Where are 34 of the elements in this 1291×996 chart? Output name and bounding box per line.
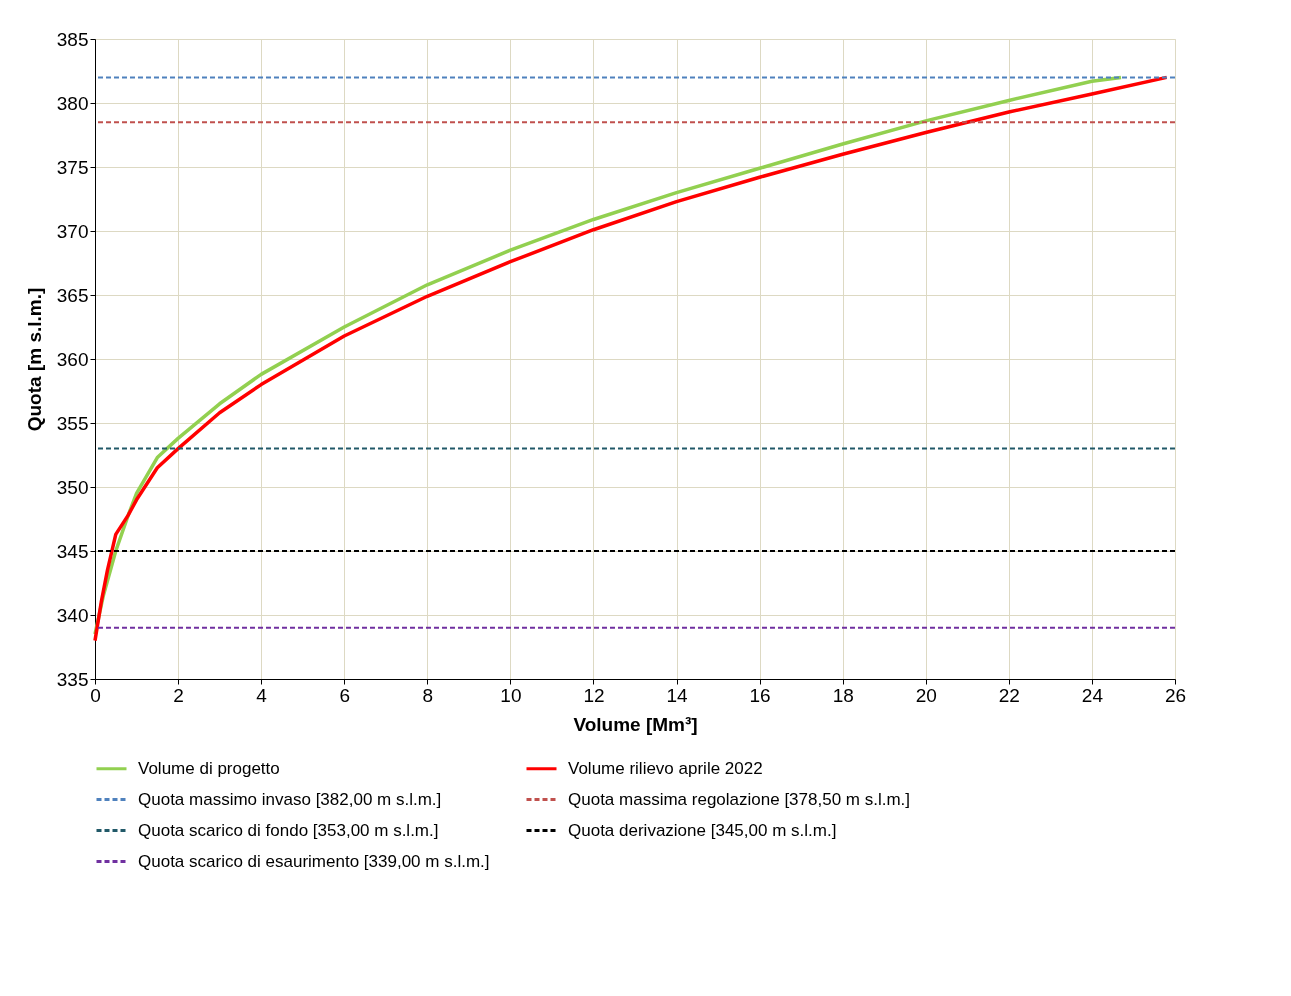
y-tick-label: 370 bbox=[56, 220, 89, 242]
x-tick-label: 24 bbox=[1081, 684, 1104, 706]
legend-label: Quota derivazione [345,00 m s.l.m.] bbox=[568, 820, 837, 840]
x-tick-label: 6 bbox=[339, 684, 351, 706]
y-axis-title: Quota [m s.l.m.] bbox=[23, 287, 45, 432]
legend-label: Volume di progetto bbox=[138, 758, 280, 778]
x-tick-label: 26 bbox=[1164, 684, 1187, 706]
y-tick-label: 360 bbox=[56, 348, 89, 370]
x-tick-label: 2 bbox=[173, 684, 184, 706]
x-tick-label: 22 bbox=[998, 684, 1020, 706]
y-tick-label: 335 bbox=[56, 668, 89, 690]
legend-label: Quota scarico di fondo [353,00 m s.l.m.] bbox=[138, 820, 439, 840]
x-tick-label: 14 bbox=[666, 684, 689, 706]
y-tick-label: 365 bbox=[56, 284, 89, 306]
x-tick-label: 10 bbox=[500, 684, 522, 706]
y-tick-label: 340 bbox=[56, 604, 89, 626]
y-tick-label: 350 bbox=[56, 476, 89, 498]
y-tick-label: 345 bbox=[56, 540, 89, 562]
x-tick-label: 0 bbox=[90, 684, 101, 706]
x-tick-label: 4 bbox=[256, 684, 268, 706]
x-tick-label: 8 bbox=[422, 684, 434, 706]
y-tick-label: 385 bbox=[56, 28, 89, 50]
legend-label: Quota massimo invaso [382,00 m s.l.m.] bbox=[138, 789, 442, 809]
x-tick-label: 18 bbox=[832, 684, 854, 706]
x-tick-label: 20 bbox=[915, 684, 937, 706]
legend-label: Quota scarico di esaurimento [339,00 m s.l.m.] bbox=[138, 851, 490, 871]
legend-label: Quota massima regolazione [378,50 m s.l.m.] bbox=[568, 789, 911, 809]
y-tick-label: 375 bbox=[56, 156, 89, 178]
y-tick-label: 380 bbox=[56, 92, 89, 114]
y-tick-label: 355 bbox=[56, 412, 89, 434]
x-tick-label: 12 bbox=[583, 684, 605, 706]
x-axis-title: Volume [Mm³] bbox=[573, 713, 698, 735]
legend-label: Volume rilievo aprile 2022 bbox=[568, 758, 763, 778]
x-tick-label: 16 bbox=[749, 684, 771, 706]
